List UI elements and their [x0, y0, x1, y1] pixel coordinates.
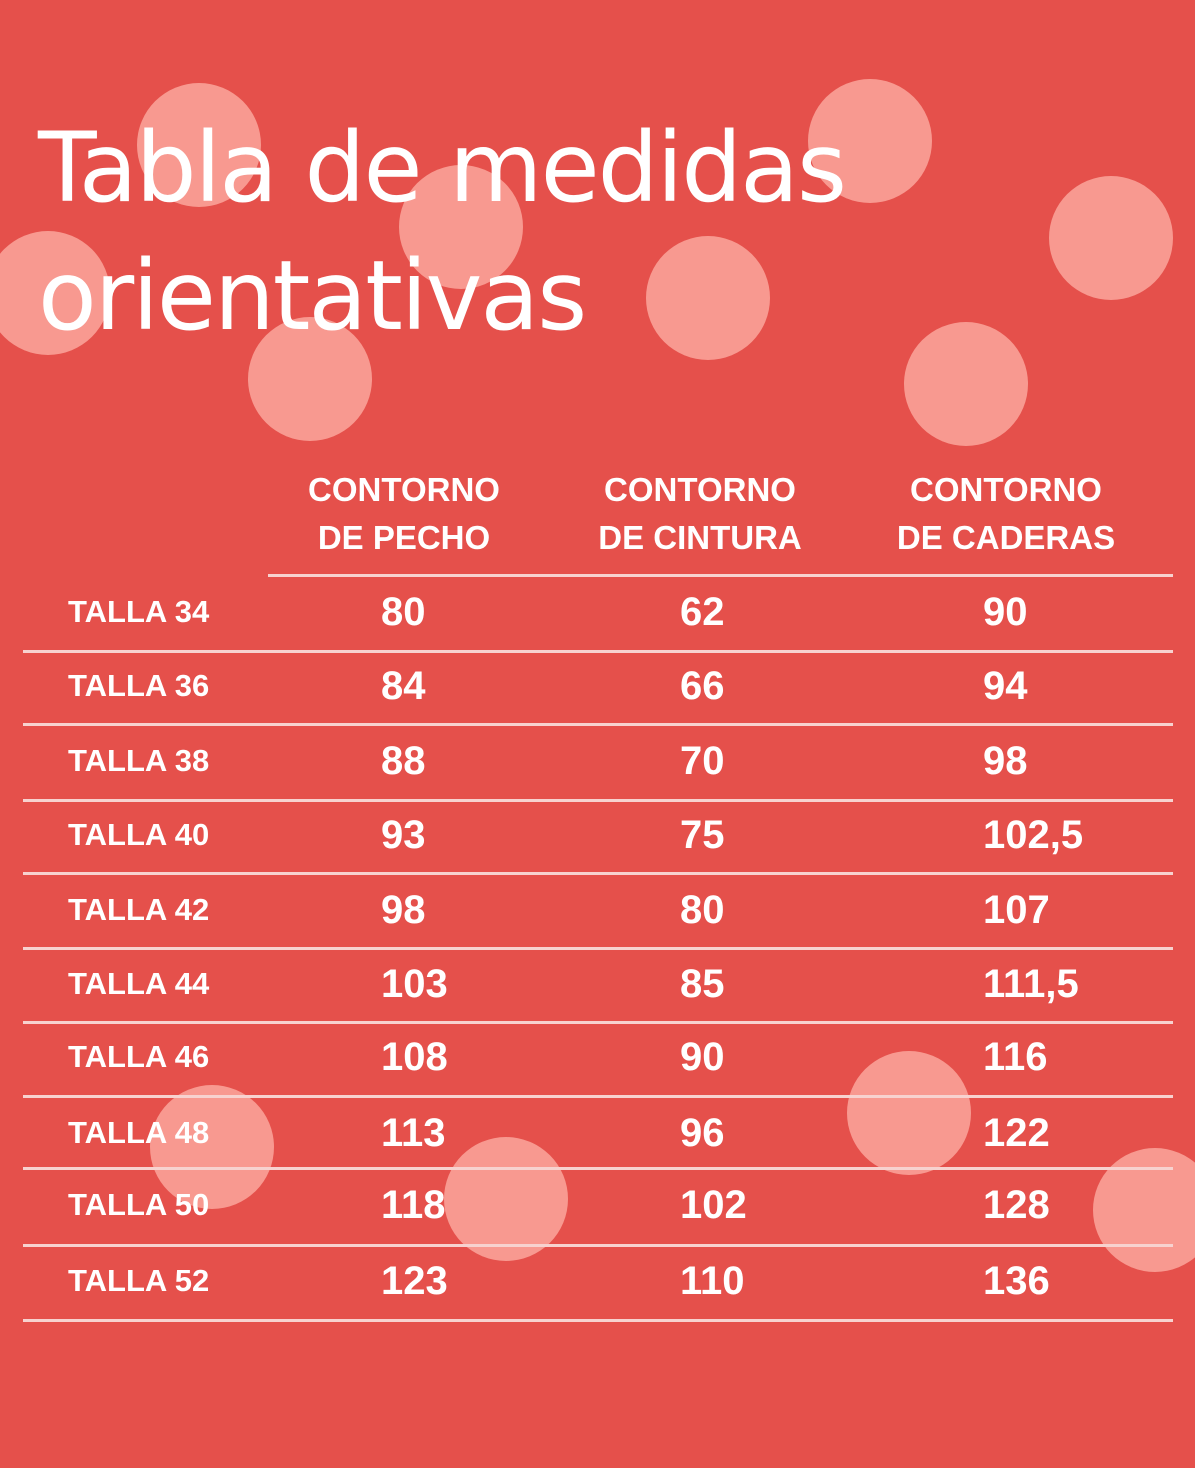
cintura-value: 102 — [680, 1183, 747, 1227]
caderas-value: 116 — [983, 1035, 1048, 1079]
decorative-dot — [1049, 176, 1173, 300]
table-row: TALLA 52 123 110 136 — [0, 1243, 1195, 1319]
caderas-value: 136 — [983, 1259, 1050, 1303]
decorative-dot — [399, 165, 523, 289]
table-row: TALLA 36 84 66 94 — [0, 648, 1195, 724]
pecho-value: 80 — [381, 590, 426, 634]
pecho-value: 88 — [381, 739, 426, 783]
decorative-dot — [904, 322, 1028, 446]
cintura-value: 90 — [680, 1035, 725, 1079]
caderas-value: 94 — [983, 664, 1028, 708]
pecho-value: 98 — [381, 888, 426, 932]
table-row: TALLA 50 118 102 128 — [0, 1167, 1195, 1243]
decorative-dot — [0, 231, 110, 355]
caderas-value: 122 — [983, 1111, 1050, 1155]
size-label: TALLA 40 — [68, 817, 210, 852]
header-contorno-pecho: CONTORNO DE PECHO — [254, 466, 554, 562]
table-row: TALLA 34 80 62 90 — [0, 574, 1195, 650]
size-label: TALLA 36 — [68, 668, 210, 703]
header-line-2: DE PECHO — [317, 519, 491, 556]
row-divider — [23, 1244, 1173, 1247]
caderas-value: 107 — [983, 888, 1050, 932]
cintura-value: 85 — [680, 962, 725, 1006]
row-divider — [23, 1167, 1173, 1170]
caderas-value: 111,5 — [983, 962, 1079, 1006]
size-label: TALLA 50 — [68, 1187, 210, 1222]
cintura-value: 70 — [680, 739, 725, 783]
decorative-dot — [646, 236, 770, 360]
pecho-value: 93 — [381, 813, 426, 857]
header-contorno-caderas: CONTORNO DE CADERAS — [856, 466, 1156, 562]
table-row: TALLA 44 103 85 111,5 — [0, 946, 1195, 1022]
table-row: TALLA 38 88 70 98 — [0, 723, 1195, 799]
table-row: TALLA 42 98 80 107 — [0, 872, 1195, 948]
page-title: Tabla de medidas orientativas — [38, 104, 847, 360]
cintura-value: 75 — [680, 813, 725, 857]
row-divider — [23, 650, 1173, 653]
decorative-dot — [808, 79, 932, 203]
row-divider — [23, 947, 1173, 950]
size-label: TALLA 46 — [68, 1039, 210, 1074]
header-contorno-cintura: CONTORNO DE CINTURA — [550, 466, 850, 562]
header-line-1: CONTORNO — [910, 471, 1102, 508]
decorative-dot — [444, 1137, 568, 1261]
caderas-value: 98 — [983, 739, 1028, 783]
header-line-2: DE CINTURA — [598, 519, 802, 556]
size-label: TALLA 52 — [68, 1263, 210, 1298]
header-divider — [268, 574, 1173, 577]
row-divider — [23, 723, 1173, 726]
table-row: TALLA 48 113 96 122 — [0, 1095, 1195, 1171]
size-label: TALLA 38 — [68, 743, 210, 778]
header-line-1: CONTORNO — [308, 471, 500, 508]
size-label: TALLA 42 — [68, 892, 210, 927]
title-line-1: Tabla de medidas — [38, 112, 847, 224]
cintura-value: 80 — [680, 888, 725, 932]
pecho-value: 123 — [381, 1259, 448, 1303]
decorative-dot — [847, 1051, 971, 1175]
cintura-value: 110 — [680, 1259, 745, 1303]
pecho-value: 113 — [381, 1111, 446, 1155]
cintura-value: 62 — [680, 590, 725, 634]
caderas-value: 102,5 — [983, 813, 1084, 857]
header-line-2: DE CADERAS — [896, 519, 1116, 556]
size-label: TALLA 34 — [68, 594, 210, 629]
caderas-value: 128 — [983, 1183, 1050, 1227]
row-divider — [23, 872, 1173, 875]
title-line-2: orientativas — [38, 240, 587, 352]
row-divider — [23, 799, 1173, 802]
pecho-value: 108 — [381, 1035, 448, 1079]
size-label: TALLA 44 — [68, 966, 210, 1001]
row-divider — [23, 1095, 1173, 1098]
row-divider — [23, 1021, 1173, 1024]
table-bottom-rule — [23, 1319, 1173, 1322]
header-line-1: CONTORNO — [604, 471, 796, 508]
pecho-value: 118 — [381, 1183, 446, 1227]
pecho-value: 84 — [381, 664, 426, 708]
cintura-value: 66 — [680, 664, 725, 708]
table-row: TALLA 40 93 75 102,5 — [0, 797, 1195, 873]
decorative-dot — [248, 317, 372, 441]
decorative-dot — [137, 83, 261, 207]
caderas-value: 90 — [983, 590, 1028, 634]
cintura-value: 96 — [680, 1111, 725, 1155]
size-label: TALLA 48 — [68, 1115, 210, 1150]
pecho-value: 103 — [381, 962, 448, 1006]
table-row: TALLA 46 108 90 116 — [0, 1019, 1195, 1095]
decorative-dot — [150, 1085, 274, 1209]
